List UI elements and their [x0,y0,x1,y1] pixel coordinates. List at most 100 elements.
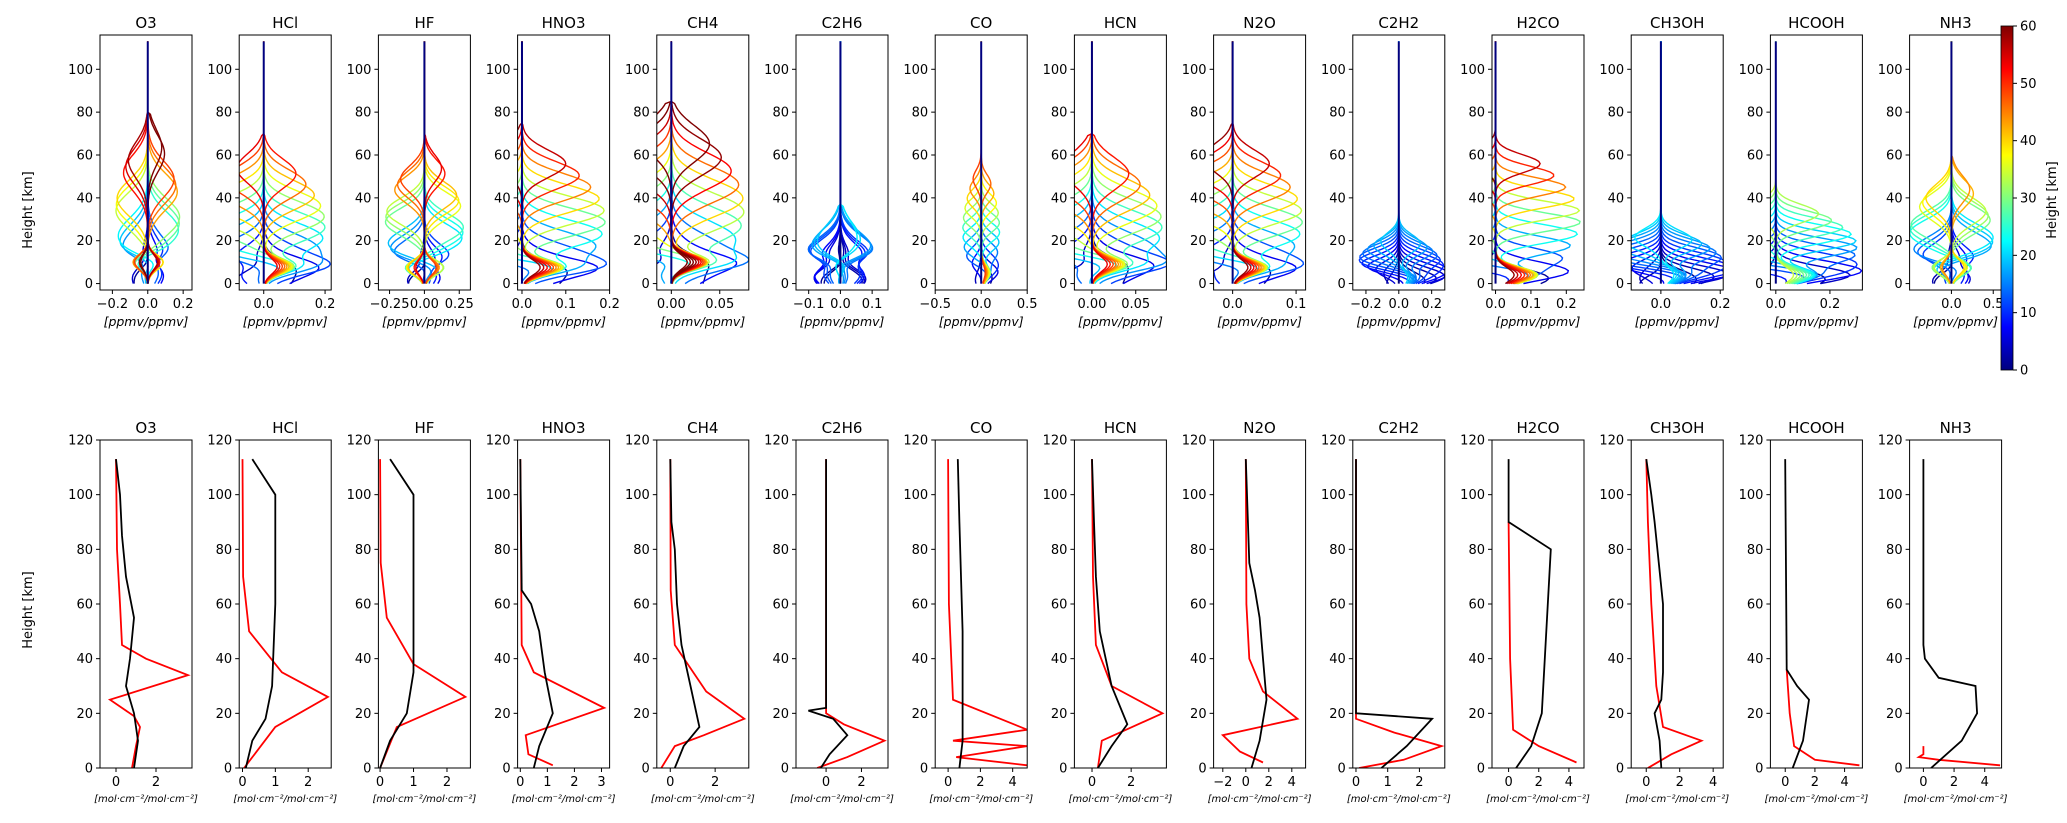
y-tick-label: 120 [764,434,789,449]
axes-frame [1769,439,1863,769]
y-tick-label: 80 [1886,543,1903,558]
y-tick-label: 60 [912,149,929,164]
y-tick-label: 20 [216,707,233,722]
kernel-line [263,41,324,285]
y-tick-label: 40 [355,652,372,667]
x-tick-label: 0.0 [1222,297,1243,312]
red-profile-line [519,459,607,767]
y-tick-label: 80 [1468,543,1485,558]
y-tick-label: 20 [772,707,789,722]
kernel-line [1398,41,1445,285]
x-tick-label: 0.0 [1941,297,1962,312]
panel-title: HNO3 [542,419,586,437]
y-tick-label: 60 [1747,149,1764,164]
x-axis-label: [ppmv/ppmv] [1217,314,1302,329]
panel-hcl: HCl 0 20 40 60 80 100 120 0 1 2 [mol·cm⁻²/mol·cm⁻²] [207,419,337,805]
y-tick-label: 100 [1321,488,1346,503]
kernel-line [1909,41,1973,285]
x-tick-label: 2 [1127,775,1135,790]
x-axis-label: [ppmv/ppmv] [800,314,885,329]
panel-title: CH3OH [1650,14,1704,32]
x-axis-label: [mol·cm⁻²/mol·cm⁻²] [651,794,755,805]
x-tick-label: 2 [570,775,578,790]
axes-frame [238,439,332,769]
colorbar-tick-label: 20 [2020,249,2037,264]
panel-title: O3 [135,419,156,437]
x-tick-label: 0 [1242,775,1250,790]
x-tick-label: 2 [976,775,984,790]
black-profile-line [956,459,964,768]
y-tick-label: 0 [1616,762,1624,777]
panel-nh3: NH3 0 20 40 60 80 100 0.0 0.5 [ppmv/ppmv] [1878,14,2004,329]
colorbar-tick-label: 0 [2020,364,2028,379]
y-tick-label: 100 [903,63,928,78]
y-tick-label: 80 [1886,106,1903,121]
x-tick-label: 2 [1265,775,1273,790]
x-tick-label: 0.05 [1121,297,1150,312]
plot-area [384,41,465,285]
kernel-line [1213,41,1267,285]
kernel-line [656,41,708,284]
x-tick-label: 0 [1352,775,1360,790]
x-axis-label: [ppmv/ppmv] [1078,314,1163,329]
axes-frame [377,439,471,769]
y-tick-label: 60 [1051,598,1068,613]
y-tick-label: 100 [68,488,93,503]
y-tick-label: 60 [633,598,650,613]
x-tick-label: −0.1 [793,297,825,312]
y-tick-label: 100 [1043,488,1068,503]
red-profile-line [660,459,747,768]
kernel-line [980,41,1000,284]
y-tick-label: 40 [633,652,650,667]
kernel-line [965,41,988,284]
x-axis-label: [mol·cm⁻²/mol·cm⁻²] [372,794,476,805]
panel-c2h2: C2H2 0 20 40 60 80 100 −0.2 0.0 0.2 [ppmv/ppmv] [1321,14,1446,329]
x-axis-label: [ppmv/ppmv] [1774,314,1859,329]
plot-area [1074,41,1167,285]
kernel-line [1775,41,1857,285]
y-tick-label: 80 [216,543,233,558]
x-axis-label: [mol·cm⁻²/mol·cm⁻²] [1347,794,1451,805]
y-tick-label: 0 [1477,762,1485,777]
y-tick-label: 60 [633,149,650,164]
x-axis-label: [mol·cm⁻²/mol·cm⁻²] [1764,794,1868,805]
x-tick-label: 2 [1415,775,1423,790]
kernel-line [1231,41,1301,285]
y-tick-label: 80 [355,106,372,121]
y-tick-label: 40 [1886,652,1903,667]
y-tick-label: 80 [772,543,789,558]
x-tick-label: 0.2 [599,297,620,312]
y-tick-label: 0 [1338,762,1346,777]
y-tick-label: 80 [494,106,511,121]
y-tick-label: 0 [781,277,789,292]
y-tick-label: 100 [764,63,789,78]
y-tick-label: 60 [1608,149,1625,164]
y-tick-label: 0 [1059,277,1067,292]
x-axis-label: [ppmv/ppmv] [243,314,328,329]
plot-area [1631,41,1724,285]
y-tick-label: 80 [772,106,789,121]
black-profile-line [244,458,277,768]
y-tick-label: 40 [1608,191,1625,206]
plot-area [656,41,749,285]
plot-area [107,458,191,768]
y-tick-label: 40 [1190,191,1207,206]
y-tick-label: 40 [1468,191,1485,206]
colorbar-tick-label: 10 [2020,306,2037,321]
x-axis-label: [mol·cm⁻²/mol·cm⁻²] [929,794,1033,805]
colorbar-tick-label: 60 [2020,20,2037,35]
plot-area [379,458,468,768]
x-tick-label: 1 [409,775,417,790]
y-tick-label: 120 [625,434,650,449]
y-tick-label: 20 [76,707,93,722]
plot-area [239,41,332,285]
y-tick-label: 0 [642,277,650,292]
y-tick-label: 60 [1608,598,1625,613]
kernel-line [1925,41,1965,284]
y-tick-label: 0 [1894,277,1902,292]
colorbar-tick-label: 50 [2020,77,2037,92]
kernel-line [1660,41,1693,285]
x-tick-label: 0 [238,775,246,790]
kernel-line [1775,41,1858,285]
